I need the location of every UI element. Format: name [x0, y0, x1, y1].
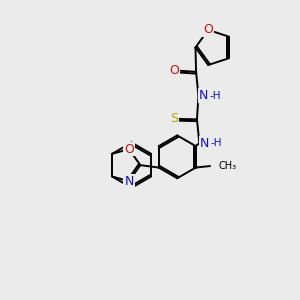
Text: O: O — [203, 23, 213, 36]
Text: CH₃: CH₃ — [219, 161, 237, 171]
Text: N: N — [199, 89, 208, 102]
Text: N: N — [124, 175, 134, 188]
Text: -H: -H — [210, 91, 221, 100]
Text: O: O — [124, 142, 134, 156]
Text: O: O — [169, 64, 179, 77]
Text: S: S — [170, 112, 178, 125]
Text: N: N — [200, 137, 209, 150]
Text: -H: -H — [211, 138, 222, 148]
